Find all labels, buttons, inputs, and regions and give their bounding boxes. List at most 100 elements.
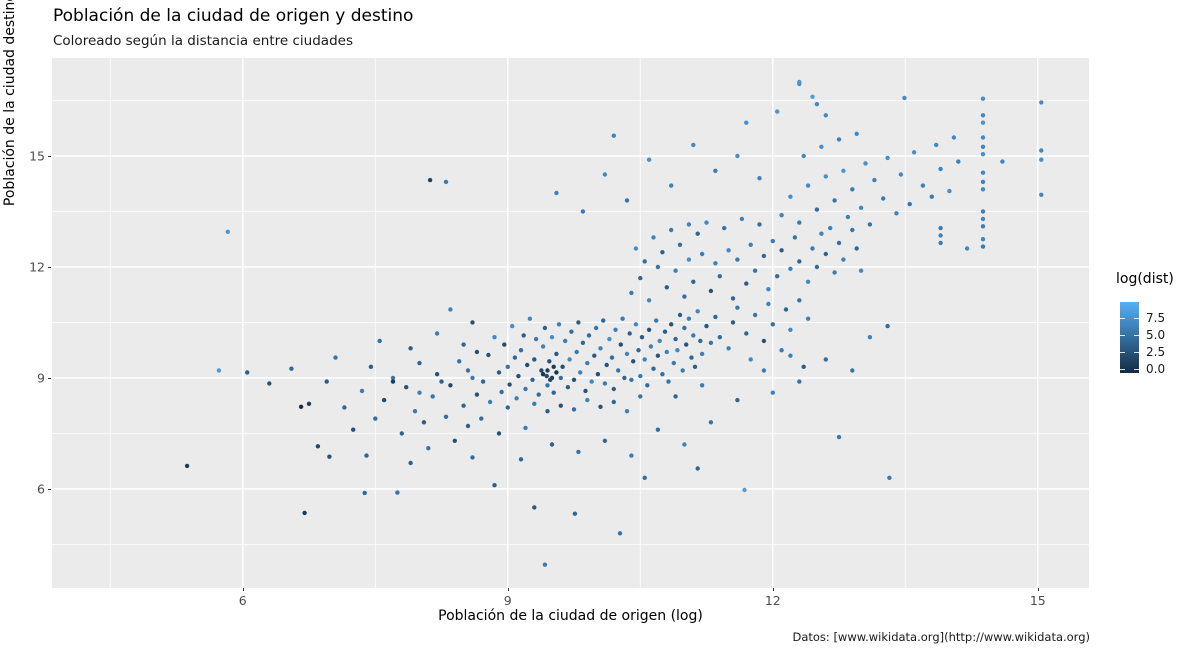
data-point xyxy=(730,320,736,325)
data-point xyxy=(499,389,504,395)
data-point xyxy=(638,394,643,399)
data-point xyxy=(633,246,639,251)
data-point xyxy=(770,322,775,327)
data-point xyxy=(783,307,789,312)
data-point xyxy=(691,333,696,338)
data-point xyxy=(567,357,572,362)
data-point xyxy=(757,176,762,181)
data-point xyxy=(823,113,828,118)
data-point xyxy=(646,327,652,332)
data-point xyxy=(934,142,939,148)
legend-tick-mark xyxy=(1134,368,1139,370)
data-point xyxy=(598,404,603,409)
data-point xyxy=(609,355,615,360)
x-tick-mark xyxy=(1037,588,1039,591)
legend-tick-label: 7.5 xyxy=(1146,310,1166,325)
data-point xyxy=(216,368,222,373)
data-point xyxy=(461,342,466,347)
data-point xyxy=(617,531,623,536)
data-point xyxy=(1039,148,1044,153)
data-point xyxy=(671,360,676,366)
data-point xyxy=(980,144,986,149)
data-point xyxy=(666,379,671,384)
data-point xyxy=(622,375,627,381)
chart-title: Población de la ciudad de origen y desti… xyxy=(53,6,414,26)
data-point xyxy=(569,329,574,334)
data-point xyxy=(902,95,907,101)
data-point xyxy=(828,225,833,231)
legend-title: log(dist) xyxy=(1116,271,1174,287)
data-point xyxy=(752,312,758,318)
data-point xyxy=(708,340,714,345)
data-point xyxy=(408,346,413,351)
data-point xyxy=(593,325,599,331)
data-point xyxy=(770,238,775,244)
data-source-caption: Datos: [www.wikidata.org](http://www.wik… xyxy=(792,630,1090,644)
data-point xyxy=(1039,192,1044,197)
data-point xyxy=(682,442,687,447)
data-point xyxy=(779,348,784,353)
legend-tick-mark xyxy=(1134,334,1139,336)
x-axis-title: Población de la ciudad de origen (log) xyxy=(438,608,703,624)
data-point xyxy=(797,79,802,85)
data-point xyxy=(532,357,537,362)
data-point xyxy=(713,261,718,266)
data-point xyxy=(735,257,740,262)
data-point xyxy=(748,357,753,362)
data-point xyxy=(677,242,683,247)
data-point xyxy=(1000,159,1005,164)
data-point xyxy=(267,381,272,386)
data-point xyxy=(980,179,986,185)
x-tick-label: 6 xyxy=(238,593,247,608)
x-tick-mark xyxy=(242,588,244,591)
data-point xyxy=(717,335,722,340)
data-point xyxy=(689,355,694,360)
data-point xyxy=(480,379,486,384)
data-point xyxy=(675,348,680,353)
data-point xyxy=(533,336,539,342)
data-point xyxy=(430,394,435,399)
data-point xyxy=(911,150,917,155)
data-point xyxy=(680,368,685,373)
data-point xyxy=(470,320,475,325)
data-point xyxy=(629,290,634,296)
data-point xyxy=(551,390,556,395)
data-point xyxy=(448,307,453,312)
data-point xyxy=(636,348,641,353)
data-point xyxy=(496,431,502,436)
data-point xyxy=(832,198,837,203)
data-point xyxy=(611,386,616,392)
data-point xyxy=(669,183,674,188)
data-point xyxy=(629,377,634,382)
data-point xyxy=(545,409,550,414)
data-point xyxy=(618,342,623,347)
data-point xyxy=(761,368,767,373)
data-point xyxy=(521,333,526,338)
data-point xyxy=(980,209,986,214)
legend-tick-label: 5.0 xyxy=(1146,327,1166,342)
data-point xyxy=(887,475,892,480)
data-point xyxy=(624,351,630,357)
data-point xyxy=(439,379,444,384)
data-point xyxy=(761,253,767,259)
y-tick-mark xyxy=(48,156,51,157)
data-point xyxy=(819,231,824,236)
data-point xyxy=(814,102,820,107)
data-point xyxy=(627,331,632,336)
data-point xyxy=(583,388,588,394)
data-point xyxy=(417,360,422,366)
data-point xyxy=(518,457,524,462)
data-point xyxy=(315,444,321,449)
data-point xyxy=(505,364,510,369)
data-point xyxy=(604,362,609,368)
data-point xyxy=(655,264,661,270)
data-point xyxy=(814,207,820,212)
data-point xyxy=(616,368,621,373)
data-point xyxy=(342,405,347,410)
data-point xyxy=(726,248,731,253)
data-point xyxy=(792,235,798,240)
x-tick-label: 15 xyxy=(1029,593,1046,608)
data-point xyxy=(324,379,329,384)
data-point xyxy=(726,346,731,351)
